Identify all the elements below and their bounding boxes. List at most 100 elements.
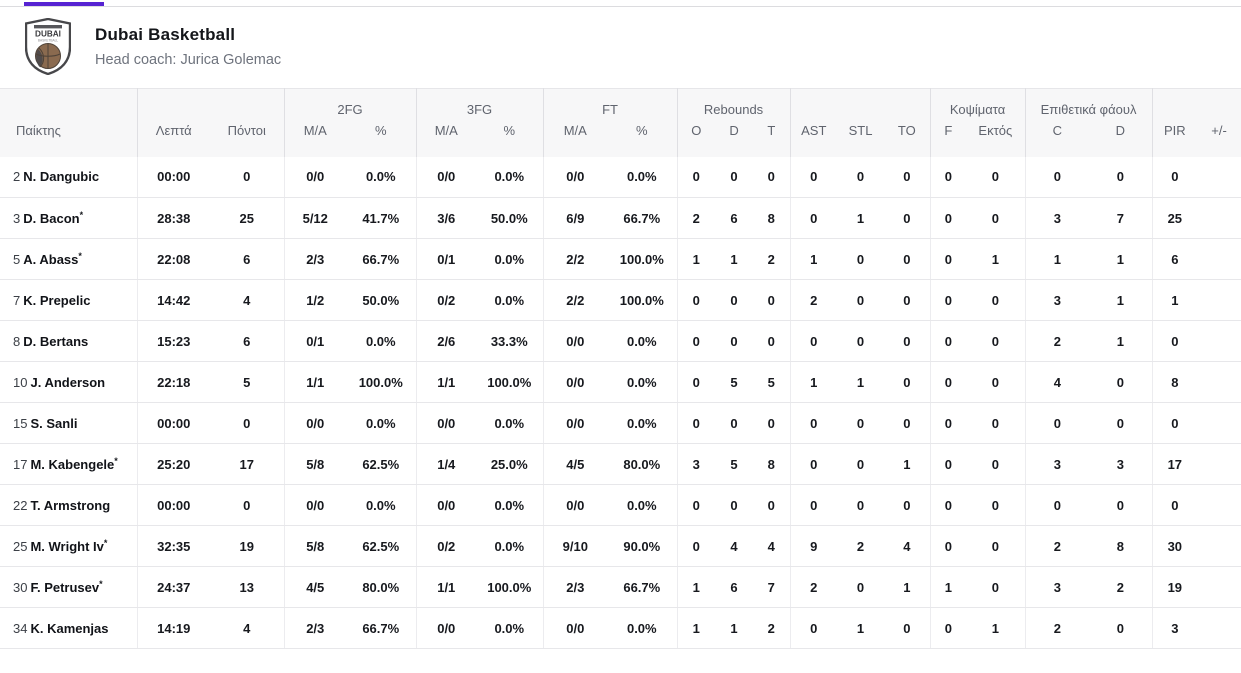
table-row: 5 A. Abass* 22:08 6 2/3 66.7% 0/1 0.0% 2/2 100.0%… xyxy=(0,238,1241,280)
column-header-row: Παίκτης Λεπτά Πόντοι M/A% M/A% M/A% O D T AST STL T… xyxy=(0,118,1241,157)
stat-cell: 0 xyxy=(930,402,967,444)
stat-cell: 2 xyxy=(753,238,791,280)
stat-cell: 66.7% xyxy=(346,607,417,649)
stat-cell: 2 xyxy=(837,525,885,567)
stat-cell: 2/2 xyxy=(543,279,608,321)
player-cell[interactable]: 17 M. Kabengele* xyxy=(0,443,138,485)
column-header: PIR xyxy=(1152,118,1198,157)
stat-cell: 0 xyxy=(930,443,967,485)
column-header: F xyxy=(930,118,967,157)
stat-cell: 9 xyxy=(790,525,838,567)
stat-cell: 0/0 xyxy=(416,402,477,444)
stat-cell: 8 xyxy=(1152,361,1198,403)
table-row: 17 M. Kabengele* 25:20 17 5/8 62.5% 1/4 25.0% 4/… xyxy=(0,443,1241,485)
column-header: M/A xyxy=(284,118,346,157)
stat-cell xyxy=(1197,156,1241,198)
stat-cell: 25.0% xyxy=(476,443,544,485)
jersey-number: 15 xyxy=(13,415,28,431)
stat-cell: 0/1 xyxy=(416,238,477,280)
player-cell[interactable]: 5 A. Abass* xyxy=(0,238,138,280)
column-header: % xyxy=(476,118,544,157)
player-cell[interactable]: 2 N. Dangubic xyxy=(0,156,138,198)
stat-cell: 0 xyxy=(884,279,931,321)
stat-cell: 0 xyxy=(837,156,885,198)
stat-cell: 0 xyxy=(930,607,967,649)
stat-cell: 1 xyxy=(1089,238,1153,280)
stat-cell: 0 xyxy=(677,320,716,362)
column-header: M/A xyxy=(543,118,608,157)
player-cell[interactable]: 3 D. Bacon* xyxy=(0,197,138,239)
stat-cell: 66.7% xyxy=(607,566,678,608)
stat-cell: 100.0% xyxy=(476,566,544,608)
player-cell[interactable]: 22 T. Armstrong xyxy=(0,484,138,526)
stat-cell: 0/0 xyxy=(284,484,346,526)
group-header xyxy=(0,88,138,119)
stat-cell: 1 xyxy=(884,566,931,608)
stat-cell: 0 xyxy=(884,197,931,239)
player-cell[interactable]: 7 K. Prepelic xyxy=(0,279,138,321)
player-cell[interactable]: 25 M. Wright Iv* xyxy=(0,525,138,567)
stat-cell: 0.0% xyxy=(607,607,678,649)
stat-cell: 0 xyxy=(753,402,791,444)
group-header: 3FG xyxy=(416,88,544,119)
stat-cell: 0.0% xyxy=(607,320,678,362)
stat-cell: 0 xyxy=(715,484,754,526)
stat-cell: 6 xyxy=(715,566,754,608)
stat-cell: 0 xyxy=(677,279,716,321)
stat-cell: 1/1 xyxy=(284,361,346,403)
player-cell[interactable]: 34 K. Kamenjas xyxy=(0,607,138,649)
logo-wordmark: DUBAI xyxy=(35,30,61,39)
stat-cell: 0 xyxy=(715,279,754,321)
column-header: Πόντοι xyxy=(210,118,285,157)
stat-cell: 0 xyxy=(1025,156,1090,198)
stat-cell: 41.7% xyxy=(346,197,417,239)
stat-cell: 0.0% xyxy=(346,402,417,444)
stat-cell: 50.0% xyxy=(346,279,417,321)
stat-cell: 00:00 xyxy=(137,156,210,198)
stat-cell: 4 xyxy=(210,607,285,649)
stat-cell: 0 xyxy=(966,484,1026,526)
stat-cell: 1 xyxy=(1089,279,1153,321)
group-header xyxy=(790,88,931,119)
player-cell[interactable]: 10 J. Anderson xyxy=(0,361,138,403)
stat-cell xyxy=(1197,361,1241,403)
stat-cell: 0.0% xyxy=(476,402,544,444)
jersey-number: 22 xyxy=(13,497,28,513)
column-header: AST xyxy=(790,118,838,157)
stat-cell: 1 xyxy=(677,607,716,649)
stat-cell: 0 xyxy=(966,279,1026,321)
stat-cell: 0 xyxy=(677,402,716,444)
column-header: % xyxy=(346,118,417,157)
player-name: K. Prepelic xyxy=(23,292,91,308)
player-cell[interactable]: 30 F. Petrusev* xyxy=(0,566,138,608)
active-tab-indicator[interactable] xyxy=(24,2,104,6)
stat-cell: 14:19 xyxy=(137,607,210,649)
jersey-number: 5 xyxy=(13,251,21,267)
stat-cell: 50.0% xyxy=(476,197,544,239)
stat-cell: 0/0 xyxy=(416,607,477,649)
stat-cell: 80.0% xyxy=(346,566,417,608)
jersey-number: 10 xyxy=(13,374,28,390)
stat-cell: 0 xyxy=(966,525,1026,567)
stat-cell: 0.0% xyxy=(607,156,678,198)
stat-cell: 100.0% xyxy=(607,279,678,321)
stats-table: 2FG 3FG FT Rebounds Κοψίματα Επιθετικά φάουλ … xyxy=(0,88,1241,649)
stat-cell: 0.0% xyxy=(476,279,544,321)
starter-asterisk: * xyxy=(103,537,108,548)
player-cell[interactable]: 8 D. Bertans xyxy=(0,320,138,362)
stat-cell: 0 xyxy=(790,197,838,239)
stat-cell: 0 xyxy=(790,156,838,198)
stat-cell: 1/1 xyxy=(416,361,477,403)
stat-cell: 0 xyxy=(677,361,716,403)
player-cell[interactable]: 15 S. Sanli xyxy=(0,402,138,444)
stat-cell: 3 xyxy=(1025,197,1090,239)
stat-cell: 19 xyxy=(1152,566,1198,608)
stat-cell: 0 xyxy=(1089,607,1153,649)
stat-cell: 00:00 xyxy=(137,484,210,526)
starter-asterisk: * xyxy=(78,250,82,261)
team-logo: DUBAI BASKETBALL xyxy=(25,18,71,75)
group-header xyxy=(137,88,285,119)
stat-cell: 80.0% xyxy=(607,443,678,485)
column-header: Παίκτης xyxy=(0,118,138,157)
stat-cell xyxy=(1197,238,1241,280)
